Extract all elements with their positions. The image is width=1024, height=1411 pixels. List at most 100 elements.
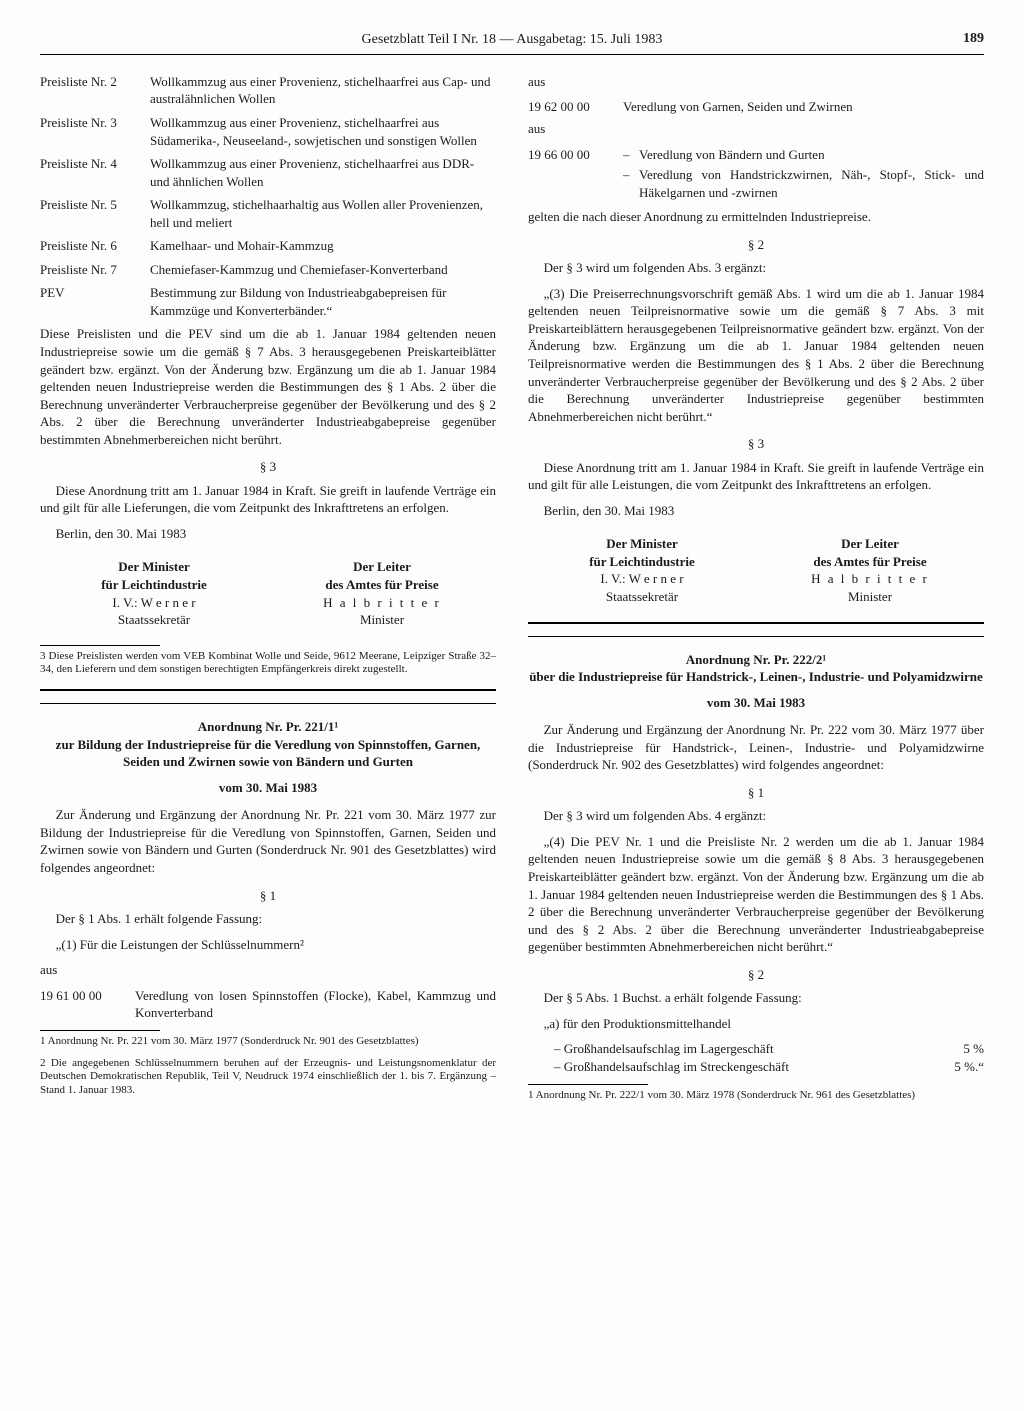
section-heading: § 2: [528, 236, 984, 254]
table-row: Preisliste Nr. 7Chemiefaser-Kammzug und …: [40, 261, 496, 279]
footnote: 3 Diese Preislisten werden vom VEB Kombi…: [40, 650, 496, 678]
code-desc: Veredlung von losen Spinnstoffen (Flocke…: [135, 987, 496, 1022]
pl-label: Preisliste Nr. 6: [40, 237, 150, 255]
signature-block: Der Minister für Leichtindustrie I. V.: …: [528, 535, 984, 605]
code-row: 19 62 00 00 Veredlung von Garnen, Seiden…: [528, 98, 984, 116]
section-divider: [528, 622, 984, 624]
ordinance-subject: über die Industriepreise für Handstrick-…: [528, 668, 984, 686]
percent-label: – Großhandelsaufschlag im Streckengeschä…: [554, 1058, 934, 1076]
table-row: Preisliste Nr. 2Wollkammzug aus einer Pr…: [40, 73, 496, 108]
section-divider: [40, 703, 496, 704]
dash-item: –Veredlung von Bändern und Gurten: [623, 146, 984, 164]
sig-role: Staatssekretär: [528, 588, 756, 606]
sig-title: des Amtes für Preise: [756, 553, 984, 571]
code-number: 19 61 00 00: [40, 987, 135, 1022]
pl-label: Preisliste Nr. 4: [40, 155, 150, 190]
percent-value: 5 %: [934, 1040, 984, 1058]
pl-desc: Chemiefaser-Kammzug und Chemiefaser-Konv…: [150, 261, 496, 279]
preisliste-table: Preisliste Nr. 2Wollkammzug aus einer Pr…: [40, 73, 496, 320]
section-heading: § 1: [528, 784, 984, 802]
sig-title: für Leichtindustrie: [528, 553, 756, 571]
signature-left: Der Minister für Leichtindustrie I. V.: …: [40, 558, 268, 628]
footnote: 2 Die angegebenen Schlüsselnummern beruh…: [40, 1057, 496, 1098]
table-row: Preisliste Nr. 6Kamelhaar- und Mohair-Ka…: [40, 237, 496, 255]
table-row: PEVBestimmung zur Bildung von Industriea…: [40, 284, 496, 319]
paragraph: Diese Preislisten und die PEV sind um di…: [40, 325, 496, 448]
pl-label: Preisliste Nr. 3: [40, 114, 150, 149]
paragraph: Der § 5 Abs. 1 Buchst. a erhält folgende…: [528, 989, 984, 1007]
pl-desc: Wollkammzug aus einer Provenienz, stiche…: [150, 114, 496, 149]
page-header: Gesetzblatt Teil I Nr. 18 — Ausgabetag: …: [40, 30, 984, 55]
dash-item: –Veredlung von Handstrickzwirnen, Näh-, …: [623, 166, 984, 201]
sig-title: für Leichtindustrie: [40, 576, 268, 594]
ordinance-subject: zur Bildung der Industriepreise für die …: [40, 736, 496, 771]
signature-right: Der Leiter des Amtes für Preise H a l b …: [756, 535, 984, 605]
place-date: Berlin, den 30. Mai 1983: [40, 525, 496, 543]
paragraph: „a) für den Produktionsmittelhandel: [528, 1015, 984, 1033]
section-heading: § 3: [40, 458, 496, 476]
table-row: Preisliste Nr. 3Wollkammzug aus einer Pr…: [40, 114, 496, 149]
paragraph: „(1) Für die Leistungen der Schlüsselnum…: [40, 936, 496, 954]
code-number: 19 66 00 00: [528, 146, 623, 205]
sig-name: I. V.: W e r n e r: [528, 570, 756, 588]
signature-right: Der Leiter des Amtes für Preise H a l b …: [268, 558, 496, 628]
sig-title: Der Minister: [528, 535, 756, 553]
dash-icon: –: [623, 146, 639, 164]
sig-title: Der Leiter: [756, 535, 984, 553]
ordinance-title: Anordnung Nr. Pr. 222/2¹ über die Indust…: [528, 651, 984, 712]
section-heading: § 1: [40, 887, 496, 905]
section-divider: [528, 636, 984, 637]
ordinance-title: Anordnung Nr. Pr. 221/1¹ zur Bildung der…: [40, 718, 496, 796]
code-row: 19 66 00 00 –Veredlung von Bändern und G…: [528, 146, 984, 205]
aus-label: aus: [528, 120, 984, 138]
pl-desc: Bestimmung zur Bildung von Industrieabga…: [150, 284, 496, 319]
paragraph: Diese Anordnung tritt am 1. Januar 1984 …: [40, 482, 496, 517]
pl-desc: Wollkammzug aus einer Provenienz, stiche…: [150, 73, 496, 108]
pl-desc: Wollkammzug aus einer Provenienz, stiche…: [150, 155, 496, 190]
percent-label: – Großhandelsaufschlag im Lagergeschäft: [554, 1040, 934, 1058]
sig-role: Minister: [756, 588, 984, 606]
place-date: Berlin, den 30. Mai 1983: [528, 502, 984, 520]
code-number: 19 62 00 00: [528, 98, 623, 116]
footnote-rule: [40, 645, 160, 646]
paragraph: Der § 1 Abs. 1 erhält folgende Fassung:: [40, 910, 496, 928]
pl-desc: Wollkammzug, stichelhaarhaltig aus Wolle…: [150, 196, 496, 231]
dash-text: Veredlung von Bändern und Gurten: [639, 146, 984, 164]
code-desc: Veredlung von Garnen, Seiden und Zwirnen: [623, 98, 984, 116]
aus-label: aus: [40, 961, 496, 979]
signature-block: Der Minister für Leichtindustrie I. V.: …: [40, 558, 496, 628]
pl-label: Preisliste Nr. 5: [40, 196, 150, 231]
sig-title: Der Leiter: [268, 558, 496, 576]
sig-title: des Amtes für Preise: [268, 576, 496, 594]
paragraph: Diese Anordnung tritt am 1. Januar 1984 …: [528, 459, 984, 494]
sig-role: Minister: [268, 611, 496, 629]
ordinance-number: Anordnung Nr. Pr. 222/2¹: [528, 651, 984, 669]
paragraph: Der § 3 wird um folgenden Abs. 4 ergänzt…: [528, 807, 984, 825]
paragraph: Zur Änderung und Ergänzung der Anordnung…: [528, 721, 984, 774]
sig-role: Staatssekretär: [40, 611, 268, 629]
ordinance-number: Anordnung Nr. Pr. 221/1¹: [40, 718, 496, 736]
dash-icon: –: [623, 166, 639, 201]
section-divider: [40, 689, 496, 691]
sig-title: Der Minister: [40, 558, 268, 576]
code-row: 19 61 00 00 Veredlung von losen Spinnsto…: [40, 987, 496, 1022]
paragraph: „(3) Die Preiserrechnungsvorschrift gemä…: [528, 285, 984, 425]
sig-name: H a l b r i t t e r: [756, 570, 984, 588]
percent-row: – Großhandelsaufschlag im Streckengeschä…: [528, 1058, 984, 1076]
footnote: 1 Anordnung Nr. Pr. 222/1 vom 30. März 1…: [528, 1089, 984, 1103]
signature-left: Der Minister für Leichtindustrie I. V.: …: [528, 535, 756, 605]
pl-label: Preisliste Nr. 2: [40, 73, 150, 108]
page-number: 189: [963, 30, 984, 49]
footnote-rule: [528, 1084, 648, 1085]
header-title: Gesetzblatt Teil I Nr. 18 — Ausgabetag: …: [362, 32, 663, 47]
footnote: 1 Anordnung Nr. Pr. 221 vom 30. März 197…: [40, 1035, 496, 1049]
code-desc: –Veredlung von Bändern und Gurten –Vered…: [623, 146, 984, 205]
table-row: Preisliste Nr. 5Wollkammzug, stichelhaar…: [40, 196, 496, 231]
pl-label: PEV: [40, 284, 150, 319]
left-column: Preisliste Nr. 2Wollkammzug aus einer Pr…: [40, 73, 496, 1110]
ordinance-date: vom 30. Mai 1983: [40, 779, 496, 797]
percent-row: – Großhandelsaufschlag im Lagergeschäft …: [528, 1040, 984, 1058]
section-heading: § 2: [528, 966, 984, 984]
paragraph: Der § 3 wird um folgenden Abs. 3 ergänzt…: [528, 259, 984, 277]
footnote-rule: [40, 1030, 160, 1031]
